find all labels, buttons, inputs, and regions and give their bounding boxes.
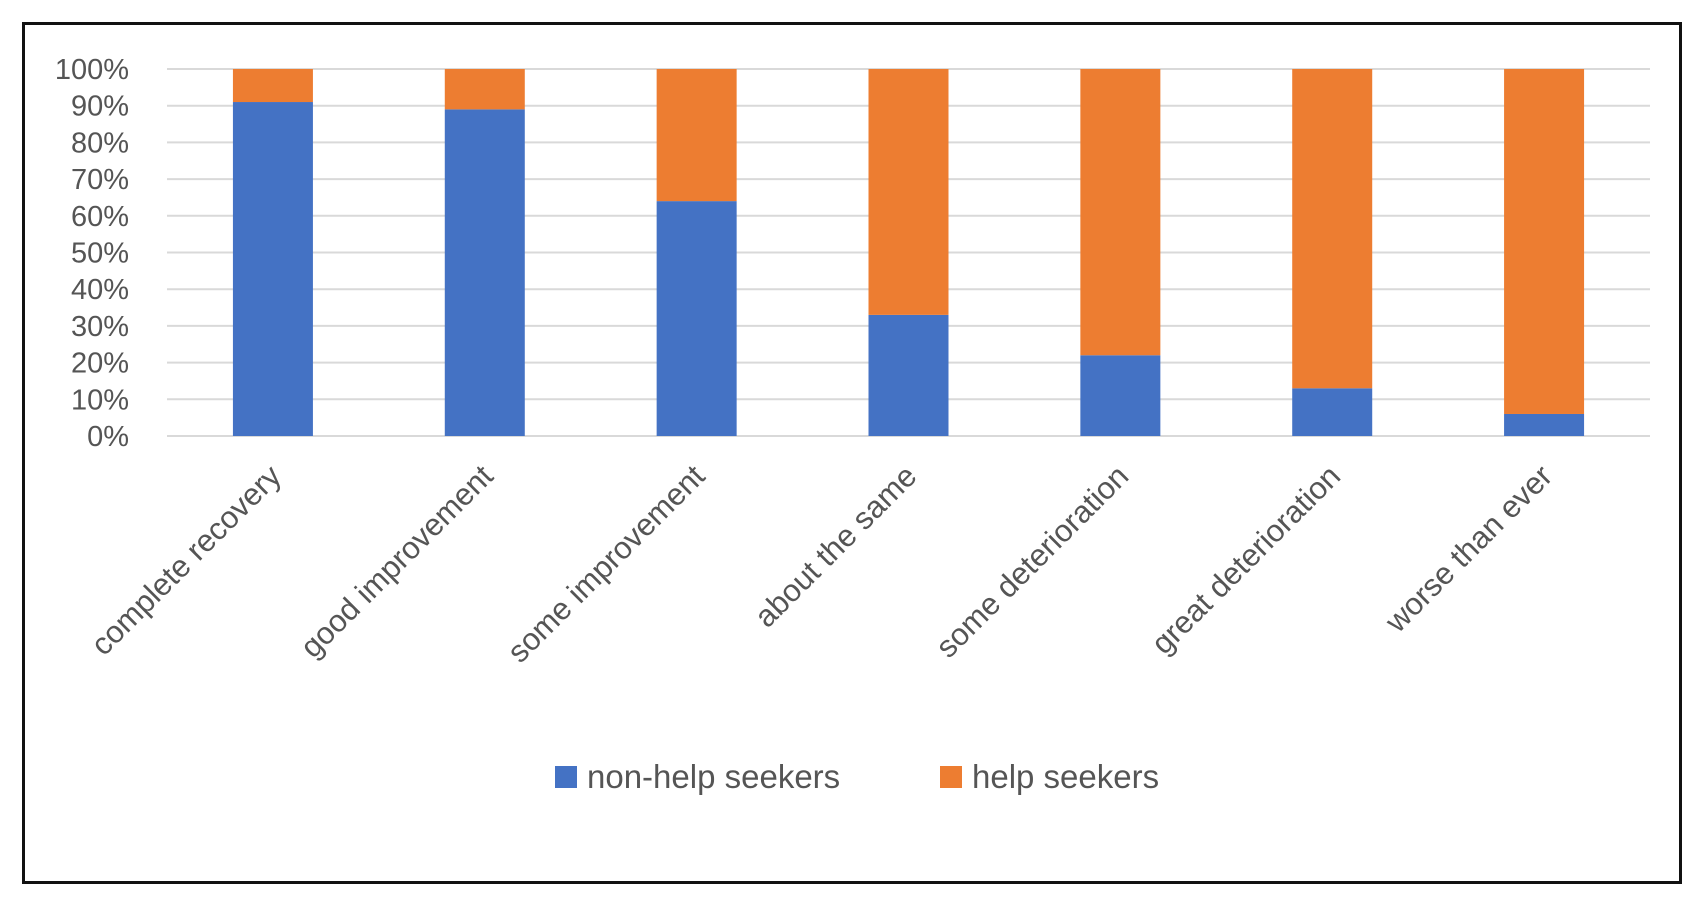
- x-axis-tick-labels: complete recovery good improvement some im…: [84, 458, 1559, 669]
- bar-help-seekers: [1504, 69, 1585, 414]
- bar-non-help-seekers: [444, 109, 525, 437]
- bar-non-help-seekers: [1292, 388, 1373, 436]
- bar-help-seekers: [868, 69, 949, 315]
- y-tick-label: 40%: [71, 274, 129, 306]
- chart-frame: 0% 10% 20% 30% 40% 50% 60% 70% 80% 90% 100% comple…: [22, 22, 1682, 884]
- bars: [232, 69, 1585, 437]
- y-tick-label: 70%: [71, 164, 129, 196]
- x-tick-label: some improvement: [500, 458, 711, 669]
- x-tick-label: good improvement: [293, 458, 500, 665]
- legend: non-help seekers help seekers: [555, 758, 1159, 795]
- y-tick-label: 50%: [71, 238, 129, 270]
- legend-label: help seekers: [972, 758, 1159, 795]
- x-tick-label: about the same: [748, 458, 924, 634]
- y-tick-label: 90%: [71, 91, 129, 123]
- bar-help-seekers: [656, 69, 737, 202]
- x-tick-label: complete recovery: [84, 458, 288, 662]
- bar-help-seekers: [232, 69, 313, 103]
- y-tick-label: 10%: [71, 384, 129, 416]
- bar-non-help-seekers: [1504, 413, 1585, 436]
- stacked-bar-chart: 0% 10% 20% 30% 40% 50% 60% 70% 80% 90% 100% comple…: [55, 54, 1650, 795]
- bar-non-help-seekers: [656, 201, 737, 436]
- y-tick-label: 100%: [55, 54, 129, 86]
- bar-non-help-seekers: [868, 314, 949, 436]
- y-tick-label: 30%: [71, 311, 129, 343]
- x-tick-label: great deterioration: [1145, 458, 1348, 661]
- x-tick-label: some deterioration: [929, 458, 1135, 664]
- y-tick-label: 20%: [71, 348, 129, 380]
- y-axis-tick-labels: 0% 10% 20% 30% 40% 50% 60% 70% 80% 90% 100%: [55, 54, 129, 453]
- y-tick-label: 60%: [71, 201, 129, 233]
- legend-swatch: [940, 766, 962, 788]
- legend-label: non-help seekers: [587, 758, 840, 795]
- y-tick-label: 80%: [71, 127, 129, 159]
- bar-non-help-seekers: [1080, 355, 1161, 436]
- y-tick-label: 0%: [87, 421, 129, 453]
- bar-non-help-seekers: [232, 102, 313, 436]
- x-tick-label: worse than ever: [1378, 458, 1559, 639]
- bar-help-seekers: [1292, 69, 1373, 389]
- bar-help-seekers: [444, 69, 525, 110]
- bar-help-seekers: [1080, 69, 1161, 356]
- legend-swatch: [555, 766, 577, 788]
